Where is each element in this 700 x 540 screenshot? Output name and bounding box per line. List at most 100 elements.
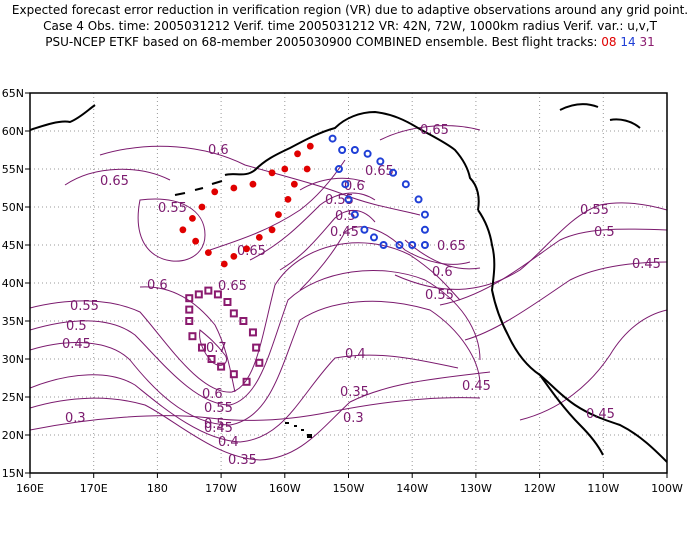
track-31-point-2 <box>185 294 194 303</box>
track-14-point-12 <box>395 241 404 249</box>
contour-label-0-55-b: 0.55 <box>70 299 99 314</box>
contour-label-0-55-f: 0.55 <box>580 203 609 218</box>
x-axis-labels: 160E 170E 180 170W 160W 150W 140W 130W 1… <box>16 482 683 495</box>
title-line-3-prefix: PSU-NCEP ETKF based on 68-member 2005030… <box>45 35 598 49</box>
track-14-point-17 <box>344 195 353 204</box>
track-14-point-2 <box>350 146 359 154</box>
track-31-point-12 <box>242 377 251 386</box>
title-line-3: PSU-NCEP ETKF based on 68-member 2005030… <box>0 34 700 50</box>
track-08-point-2 <box>198 203 206 211</box>
contour-label-0-65-c: 0.65 <box>218 279 247 294</box>
contour-label-0-6-e: 0.6 <box>432 265 453 280</box>
y-tick-65N: 65N <box>2 87 24 100</box>
track-08-point-17 <box>230 253 238 260</box>
coast-aleutians <box>174 180 223 196</box>
coastlines <box>30 103 667 463</box>
y-tick-30N: 30N <box>2 353 24 366</box>
track-14-point-4 <box>376 157 385 166</box>
track-14-point-13 <box>379 241 388 249</box>
track-14-point-16 <box>350 210 359 219</box>
y-tick-55N: 55N <box>2 163 24 176</box>
coast-canada-islands <box>559 103 641 129</box>
track-31-point-5 <box>213 290 222 299</box>
track-08-point-5 <box>249 180 257 188</box>
contour-label-0-5-c: 0.5 <box>335 209 356 224</box>
track-08-point-16 <box>243 245 250 253</box>
contour-label-0-35-b: 0.35 <box>340 385 369 400</box>
x-tick-170W: 170W <box>205 482 237 495</box>
track-31-point-11 <box>255 358 264 367</box>
track-31-point-13 <box>229 370 238 379</box>
contour-0-65-mid <box>209 159 346 251</box>
track-08-point-3 <box>211 188 219 196</box>
contour-label-0-6-d: 0.6 <box>344 179 365 194</box>
contour-label-0-7: 0.7 <box>206 341 227 356</box>
contour-0-5-east <box>439 228 667 306</box>
track-14-point-8 <box>420 210 429 219</box>
track-14-point-11 <box>408 241 417 249</box>
track-14-point-0 <box>328 134 337 143</box>
x-tick-140W: 140W <box>396 482 428 495</box>
track-14-point-9 <box>420 225 429 234</box>
x-tick-120W: 120W <box>524 482 556 495</box>
track-14-point-7 <box>414 195 423 204</box>
track-31-point-9 <box>248 328 257 337</box>
contour-0-65-west <box>64 168 171 186</box>
contour-0-65-north <box>379 125 481 141</box>
track-08-point-11 <box>290 180 298 188</box>
y-tick-25N: 25N <box>2 391 24 404</box>
contour-0-55-west <box>137 198 206 262</box>
track-31-point-7 <box>229 309 238 318</box>
contour-label-0-45-a: 0.45 <box>62 337 91 352</box>
track-14-point-5 <box>389 168 398 177</box>
x-tick-160E: 160E <box>16 482 44 495</box>
contour-label-0-55-c: 0.55 <box>204 401 233 416</box>
contour-label-0-4-a: 0.4 <box>218 435 239 450</box>
track-id-31: 31 <box>639 35 655 49</box>
contour-0-5-mid <box>279 209 376 271</box>
contour-label-0-6-a: 0.6 <box>208 143 229 158</box>
contour-label-0-6-b: 0.6 <box>147 278 168 293</box>
y-tick-40N: 40N <box>2 277 24 290</box>
lat-lon-grid <box>30 93 667 473</box>
track-08-point-6 <box>268 169 276 177</box>
x-tick-150W: 150W <box>333 482 365 495</box>
contour-label-0-65-f: 0.65 <box>437 239 466 254</box>
track-14-point-19 <box>334 165 343 173</box>
coast-kamchatka <box>30 104 96 131</box>
contour-label-0-65-e: 0.65 <box>365 164 394 179</box>
x-tick-100W: 100W <box>651 482 683 495</box>
y-tick-50N: 50N <box>2 201 24 214</box>
track-08-point-7 <box>281 165 289 173</box>
contour-0-45-mid <box>299 226 471 291</box>
track-08-point-15 <box>255 234 263 241</box>
contour-0-3 <box>30 397 481 431</box>
track-14-point-18 <box>341 180 350 189</box>
contour-0-6-east <box>299 177 366 191</box>
contour-label-0-5-d: 0.5 <box>594 225 615 240</box>
x-tick-170E: 170E <box>80 482 108 495</box>
contour-0-55-mid <box>249 192 376 261</box>
contour-label-0-5-a: 0.5 <box>66 319 87 334</box>
contour-label-0-55-a: 0.55 <box>158 201 187 216</box>
y-tick-60N: 60N <box>2 125 24 138</box>
contour-label-0-45-c: 0.45 <box>330 225 359 240</box>
track-31-point-14 <box>217 362 226 371</box>
track-14-point-1 <box>338 146 347 154</box>
track-08-point-14 <box>268 226 276 234</box>
contour-0-45-east <box>464 261 667 341</box>
hawaii-islands <box>285 422 312 438</box>
track-14-point-14 <box>369 233 378 242</box>
coast-baja <box>539 374 604 456</box>
y-tick-15N: 15N <box>2 467 24 480</box>
contour-0-4 <box>30 354 459 443</box>
contour-label-0-45-b: 0.45 <box>204 421 233 436</box>
track-31-point-10 <box>252 343 261 352</box>
track-31-point-16 <box>197 343 206 352</box>
contour-label-0-45-d: 0.45 <box>462 379 491 394</box>
track-08-point-13 <box>275 211 282 219</box>
track-31-point-6 <box>223 298 232 306</box>
track-08-point-12 <box>284 196 292 203</box>
track-08-point-8 <box>294 150 301 158</box>
contour-label-0-3-b: 0.3 <box>343 411 364 426</box>
